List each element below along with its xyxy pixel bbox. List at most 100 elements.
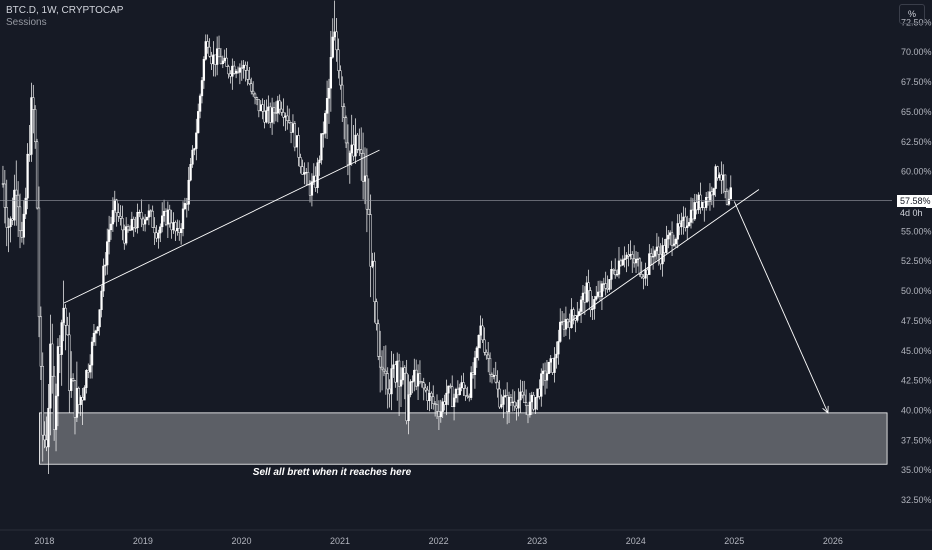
candle-body	[524, 402, 528, 406]
candle-body	[720, 174, 723, 181]
y-tick-label: 60.00%	[901, 167, 932, 177]
candle-body	[189, 164, 192, 181]
candle-body	[540, 373, 543, 397]
candle-body	[161, 215, 164, 228]
candle-body	[172, 222, 175, 231]
candle-body	[274, 112, 278, 114]
candle-body	[64, 307, 67, 326]
candle-body	[452, 397, 456, 408]
candle-body	[614, 270, 617, 276]
candle-body	[530, 394, 533, 403]
candle-body	[716, 166, 719, 179]
candle-body	[536, 388, 539, 398]
candle-body	[267, 106, 270, 111]
symbol-title: BTC.D, 1W, CRYPTOCAP	[6, 5, 124, 16]
candle-body	[523, 394, 526, 403]
candle-body	[284, 115, 287, 118]
candle-body	[591, 308, 594, 311]
candle-body	[316, 162, 319, 188]
candle-body	[612, 269, 615, 271]
candle-body	[532, 394, 535, 410]
time-axis: 2018 2019 2020 2021 2022 2023 2024 2025 2026	[0, 529, 932, 546]
candle-body	[153, 227, 156, 234]
candle-body	[73, 380, 77, 418]
candle-body	[712, 188, 715, 196]
candle-body	[104, 264, 107, 267]
candle-body	[636, 258, 640, 260]
candle-body	[566, 319, 569, 323]
candle-body	[49, 343, 52, 409]
candle-body	[308, 184, 312, 196]
candle-body	[663, 245, 666, 253]
candle-body	[219, 56, 223, 65]
candle-body	[657, 246, 660, 255]
candle-body	[551, 358, 554, 373]
candle-body	[511, 401, 514, 404]
candle-body	[610, 269, 613, 280]
candle-body	[650, 253, 653, 257]
candle-body	[629, 254, 632, 257]
candle-body	[202, 59, 206, 81]
candle-body	[407, 394, 410, 421]
candle-body	[568, 321, 571, 328]
candle-body	[725, 191, 729, 205]
candle-body	[193, 148, 196, 151]
candle-body	[604, 283, 607, 289]
candle-body	[587, 282, 590, 291]
candle-body	[479, 325, 482, 336]
candle-body	[301, 166, 304, 175]
candle-body	[665, 238, 668, 253]
y-tick-label: 42.50%	[901, 376, 932, 386]
candle-body	[397, 360, 401, 387]
candle-body	[87, 370, 90, 373]
candle-body	[229, 73, 232, 77]
candle-body	[598, 291, 602, 297]
candle-body	[18, 206, 22, 232]
candle-body	[447, 385, 450, 394]
candle-body	[456, 388, 460, 396]
candle-body	[473, 357, 477, 375]
candle-body	[358, 148, 361, 151]
candle-body	[466, 395, 469, 397]
candle-body	[680, 220, 683, 228]
candle-body	[71, 378, 75, 381]
x-tick-label: 2021	[330, 536, 350, 546]
candle-body	[526, 405, 530, 416]
candle-body	[136, 211, 139, 229]
indicator-label: Sessions	[6, 17, 47, 28]
candle-body	[542, 370, 545, 374]
candle-body	[638, 258, 641, 275]
candle-body	[462, 382, 465, 389]
candle-body	[210, 56, 213, 65]
candle-body	[418, 373, 422, 382]
y-tick-label: 35.00%	[901, 465, 932, 475]
candle-body	[272, 107, 276, 114]
candle-body	[269, 106, 272, 123]
candle-body	[380, 366, 384, 370]
candle-body	[441, 401, 444, 412]
candle-body	[191, 149, 194, 165]
candle-body	[5, 207, 8, 228]
candle-body	[640, 274, 643, 278]
candle-body	[106, 241, 109, 266]
candle-body	[433, 403, 437, 405]
candle-body	[606, 288, 609, 290]
y-tick-label: 32.50%	[901, 495, 932, 505]
candle-body	[58, 346, 61, 355]
candle-body	[538, 388, 541, 397]
candle-body	[625, 254, 628, 259]
percent-scale-button[interactable]: %	[899, 4, 925, 24]
candle-body	[371, 260, 374, 267]
candle-body	[168, 209, 171, 224]
candle-body	[32, 97, 35, 110]
candle-body	[24, 197, 27, 215]
candle-body	[394, 364, 397, 383]
candle-body	[361, 153, 365, 182]
candle-body	[85, 370, 88, 388]
candle-body	[492, 375, 496, 377]
candle-body	[714, 166, 717, 189]
candle-body	[555, 353, 558, 359]
candle-body	[215, 48, 219, 65]
candle-body	[102, 265, 105, 292]
